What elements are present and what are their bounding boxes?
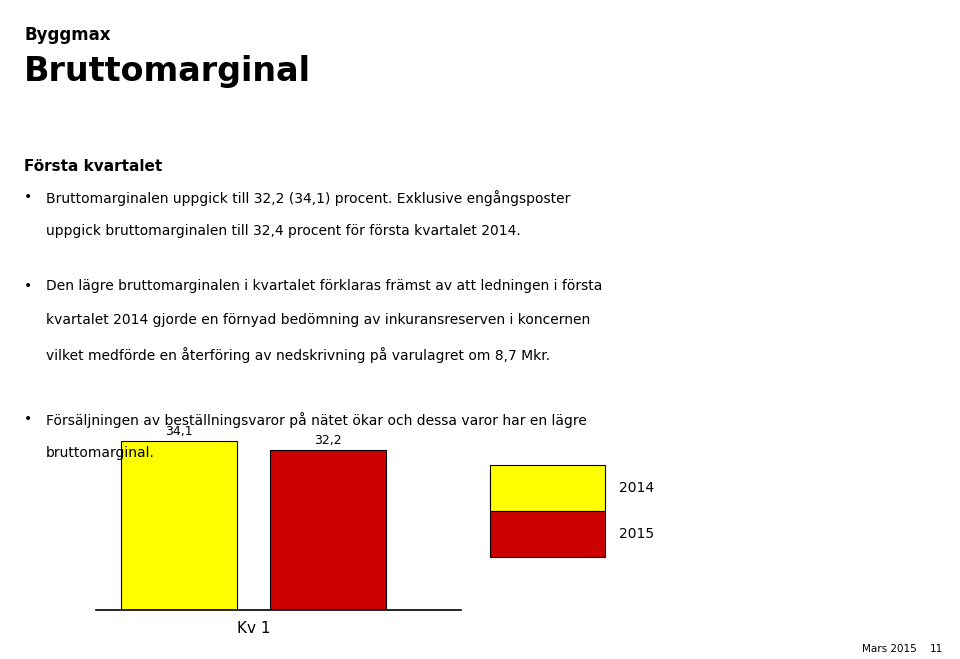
Text: uppgick bruttomarginalen till 32,4 procent för första kvartalet 2014.: uppgick bruttomarginalen till 32,4 proce…	[46, 224, 521, 239]
Bar	[270, 451, 386, 610]
Text: 34,1: 34,1	[165, 425, 193, 438]
Text: Bruttomarginalen uppgick till 32,2 (34,1) procent. Exklusive engångsposter: Bruttomarginalen uppgick till 32,2 (34,1…	[46, 190, 570, 206]
Text: Mars 2015: Mars 2015	[862, 644, 917, 654]
Text: Första kvartalet: Första kvartalet	[24, 159, 162, 174]
Text: •: •	[24, 190, 33, 204]
Text: 11: 11	[929, 644, 943, 654]
Text: 2015: 2015	[619, 527, 655, 541]
Text: 32,2: 32,2	[314, 434, 342, 447]
Text: •: •	[24, 412, 33, 426]
Text: kvartalet 2014 gjorde en förnyad bedömning av inkuransreserven i koncernen: kvartalet 2014 gjorde en förnyad bedömni…	[46, 313, 590, 327]
Bar	[121, 441, 237, 610]
Text: Försäljningen av beställningsvaror på nätet ökar och dessa varor har en lägre: Försäljningen av beställningsvaror på nä…	[46, 412, 587, 428]
Text: Bruttomarginal: Bruttomarginal	[24, 55, 311, 88]
Text: vilket medförde en återföring av nedskrivning på varulagret om 8,7 Mkr.: vilket medförde en återföring av nedskri…	[46, 347, 550, 362]
Text: •: •	[24, 279, 33, 293]
Text: Den lägre bruttomarginalen i kvartalet förklaras främst av att ledningen i först: Den lägre bruttomarginalen i kvartalet f…	[46, 279, 603, 293]
Text: bruttomarginal.: bruttomarginal.	[46, 445, 155, 459]
Text: Byggmax: Byggmax	[24, 26, 110, 44]
Text: 2014: 2014	[619, 480, 655, 495]
